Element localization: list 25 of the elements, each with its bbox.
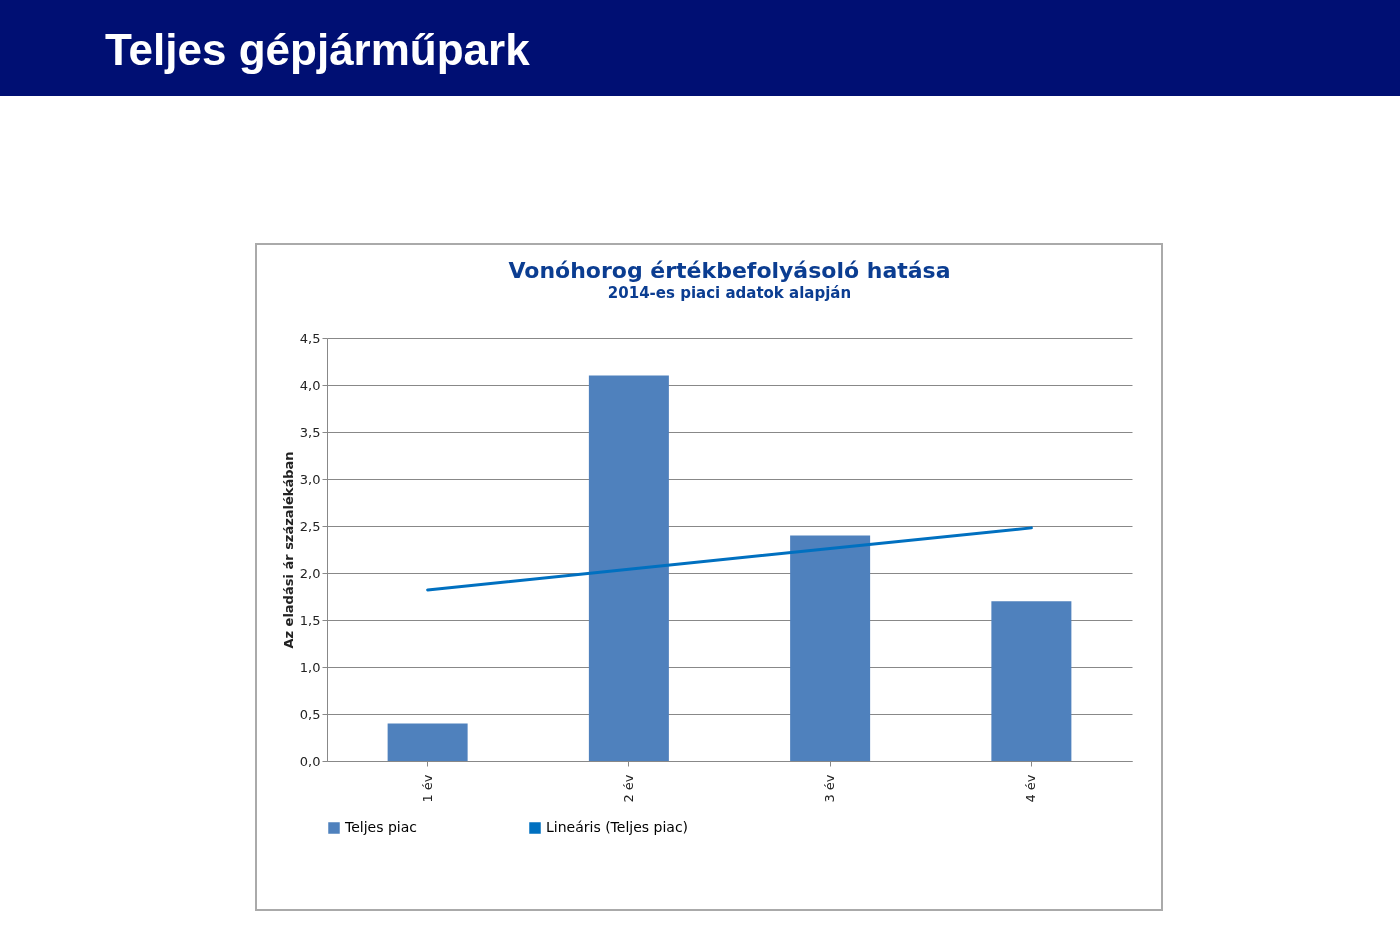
legend-label: Lineáris (Teljes piac) <box>546 819 689 835</box>
bar <box>991 601 1072 761</box>
x-tick-label: 2 év <box>620 774 636 803</box>
y-tick-label: 2,5 <box>299 518 321 534</box>
y-tick-label: 0,5 <box>299 706 321 722</box>
text: Teljes gépjárműpark <box>0 0 1400 96</box>
bar <box>588 375 669 761</box>
y-tick-label: 2,0 <box>299 565 321 581</box>
y-tick-label: 3,5 <box>299 424 321 440</box>
y-tick-label: 1,0 <box>299 659 321 675</box>
y-tick-label: 1,5 <box>299 612 321 628</box>
bar <box>387 723 468 761</box>
y-tick-label: 4,0 <box>299 377 321 393</box>
y-tick-label: 0,0 <box>299 753 321 769</box>
x-tick-label: 4 év <box>1023 774 1039 803</box>
y-tick-label: 3,0 <box>299 471 321 487</box>
x-tick-label: 1 év <box>419 774 435 803</box>
y-tick-label: 4,5 <box>299 330 321 346</box>
chart-title: Vonóhorog értékbefolyásoló hatása <box>508 258 951 283</box>
line-series <box>426 526 1033 592</box>
chart-subtitle: 2014-es piaci adatok alapján <box>607 284 852 302</box>
legend-label: Teljes piac <box>344 819 417 835</box>
bar <box>790 535 871 761</box>
y-axis-title: Az eladási ár százalékában <box>280 451 296 649</box>
x-tick-label: 3 év <box>822 774 838 803</box>
